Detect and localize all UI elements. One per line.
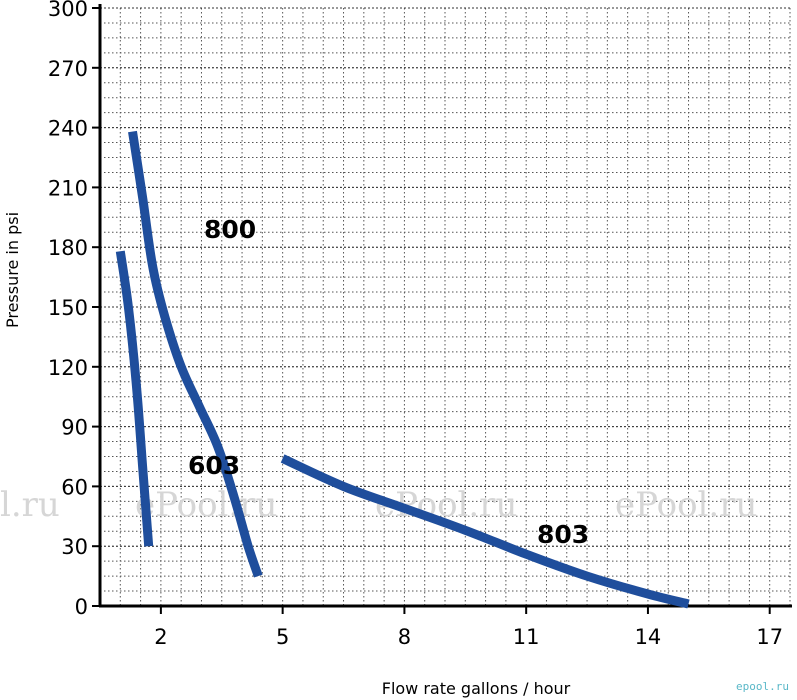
y-tick-label: 60	[61, 475, 88, 499]
curve-label-803: 803	[537, 520, 589, 549]
y-tick-labels: 0 30 60 90 120 150 180 210 240 270 300	[48, 0, 88, 619]
y-tick-label: 270	[48, 57, 88, 81]
x-tick-label: 17	[756, 625, 783, 649]
x-axis-title: Flow rate gallons / hour	[382, 679, 571, 698]
y-tick-label: 300	[48, 0, 88, 21]
y-tick-label: 180	[48, 236, 88, 260]
curves	[115, 130, 690, 609]
curve-800	[128, 130, 263, 578]
y-tick-label: 240	[48, 117, 88, 141]
y-tick-label: 210	[48, 176, 88, 200]
x-tick-label: 8	[398, 625, 411, 649]
y-tick-label: 30	[61, 535, 88, 559]
watermark-layer: l.ru ePool.ru ePool.ru ePool.ru	[0, 485, 757, 525]
watermark-text: ePool.ru	[615, 485, 757, 525]
y-tick-label: 150	[48, 296, 88, 320]
x-tick-label: 14	[635, 625, 662, 649]
curve-603	[115, 250, 154, 547]
axes	[92, 4, 792, 614]
x-tick-label: 2	[154, 625, 167, 649]
curve-label-800: 800	[204, 215, 256, 244]
y-tick-label: 0	[75, 595, 88, 619]
y-tick-label: 120	[48, 356, 88, 380]
x-tick-label: 5	[276, 625, 289, 649]
grid-major	[100, 7, 790, 547]
curve-labels: 603 800 803	[188, 215, 589, 549]
watermark-text: ePool.ru	[135, 485, 277, 525]
x-tick-labels: 2 5 8 11 14 17	[154, 625, 783, 649]
curve-803	[280, 454, 690, 609]
curve-label-603: 603	[188, 451, 240, 480]
watermark-text: l.ru	[0, 485, 60, 525]
y-tick-label: 90	[61, 416, 88, 440]
x-tick-label: 11	[513, 625, 540, 649]
y-axis-title: Pressure in psi	[3, 212, 22, 328]
credit-text: epool.ru	[736, 680, 789, 693]
